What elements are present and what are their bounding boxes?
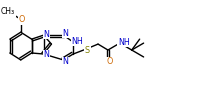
Text: S: S: [85, 46, 90, 55]
Text: NH: NH: [71, 37, 83, 46]
Text: O: O: [107, 57, 113, 66]
Text: N: N: [43, 30, 49, 39]
Text: O: O: [19, 15, 25, 24]
Text: N: N: [62, 57, 68, 66]
Text: NH: NH: [118, 38, 130, 47]
Text: CH₃: CH₃: [1, 7, 15, 16]
Text: N: N: [62, 29, 68, 38]
Text: N: N: [43, 51, 49, 59]
